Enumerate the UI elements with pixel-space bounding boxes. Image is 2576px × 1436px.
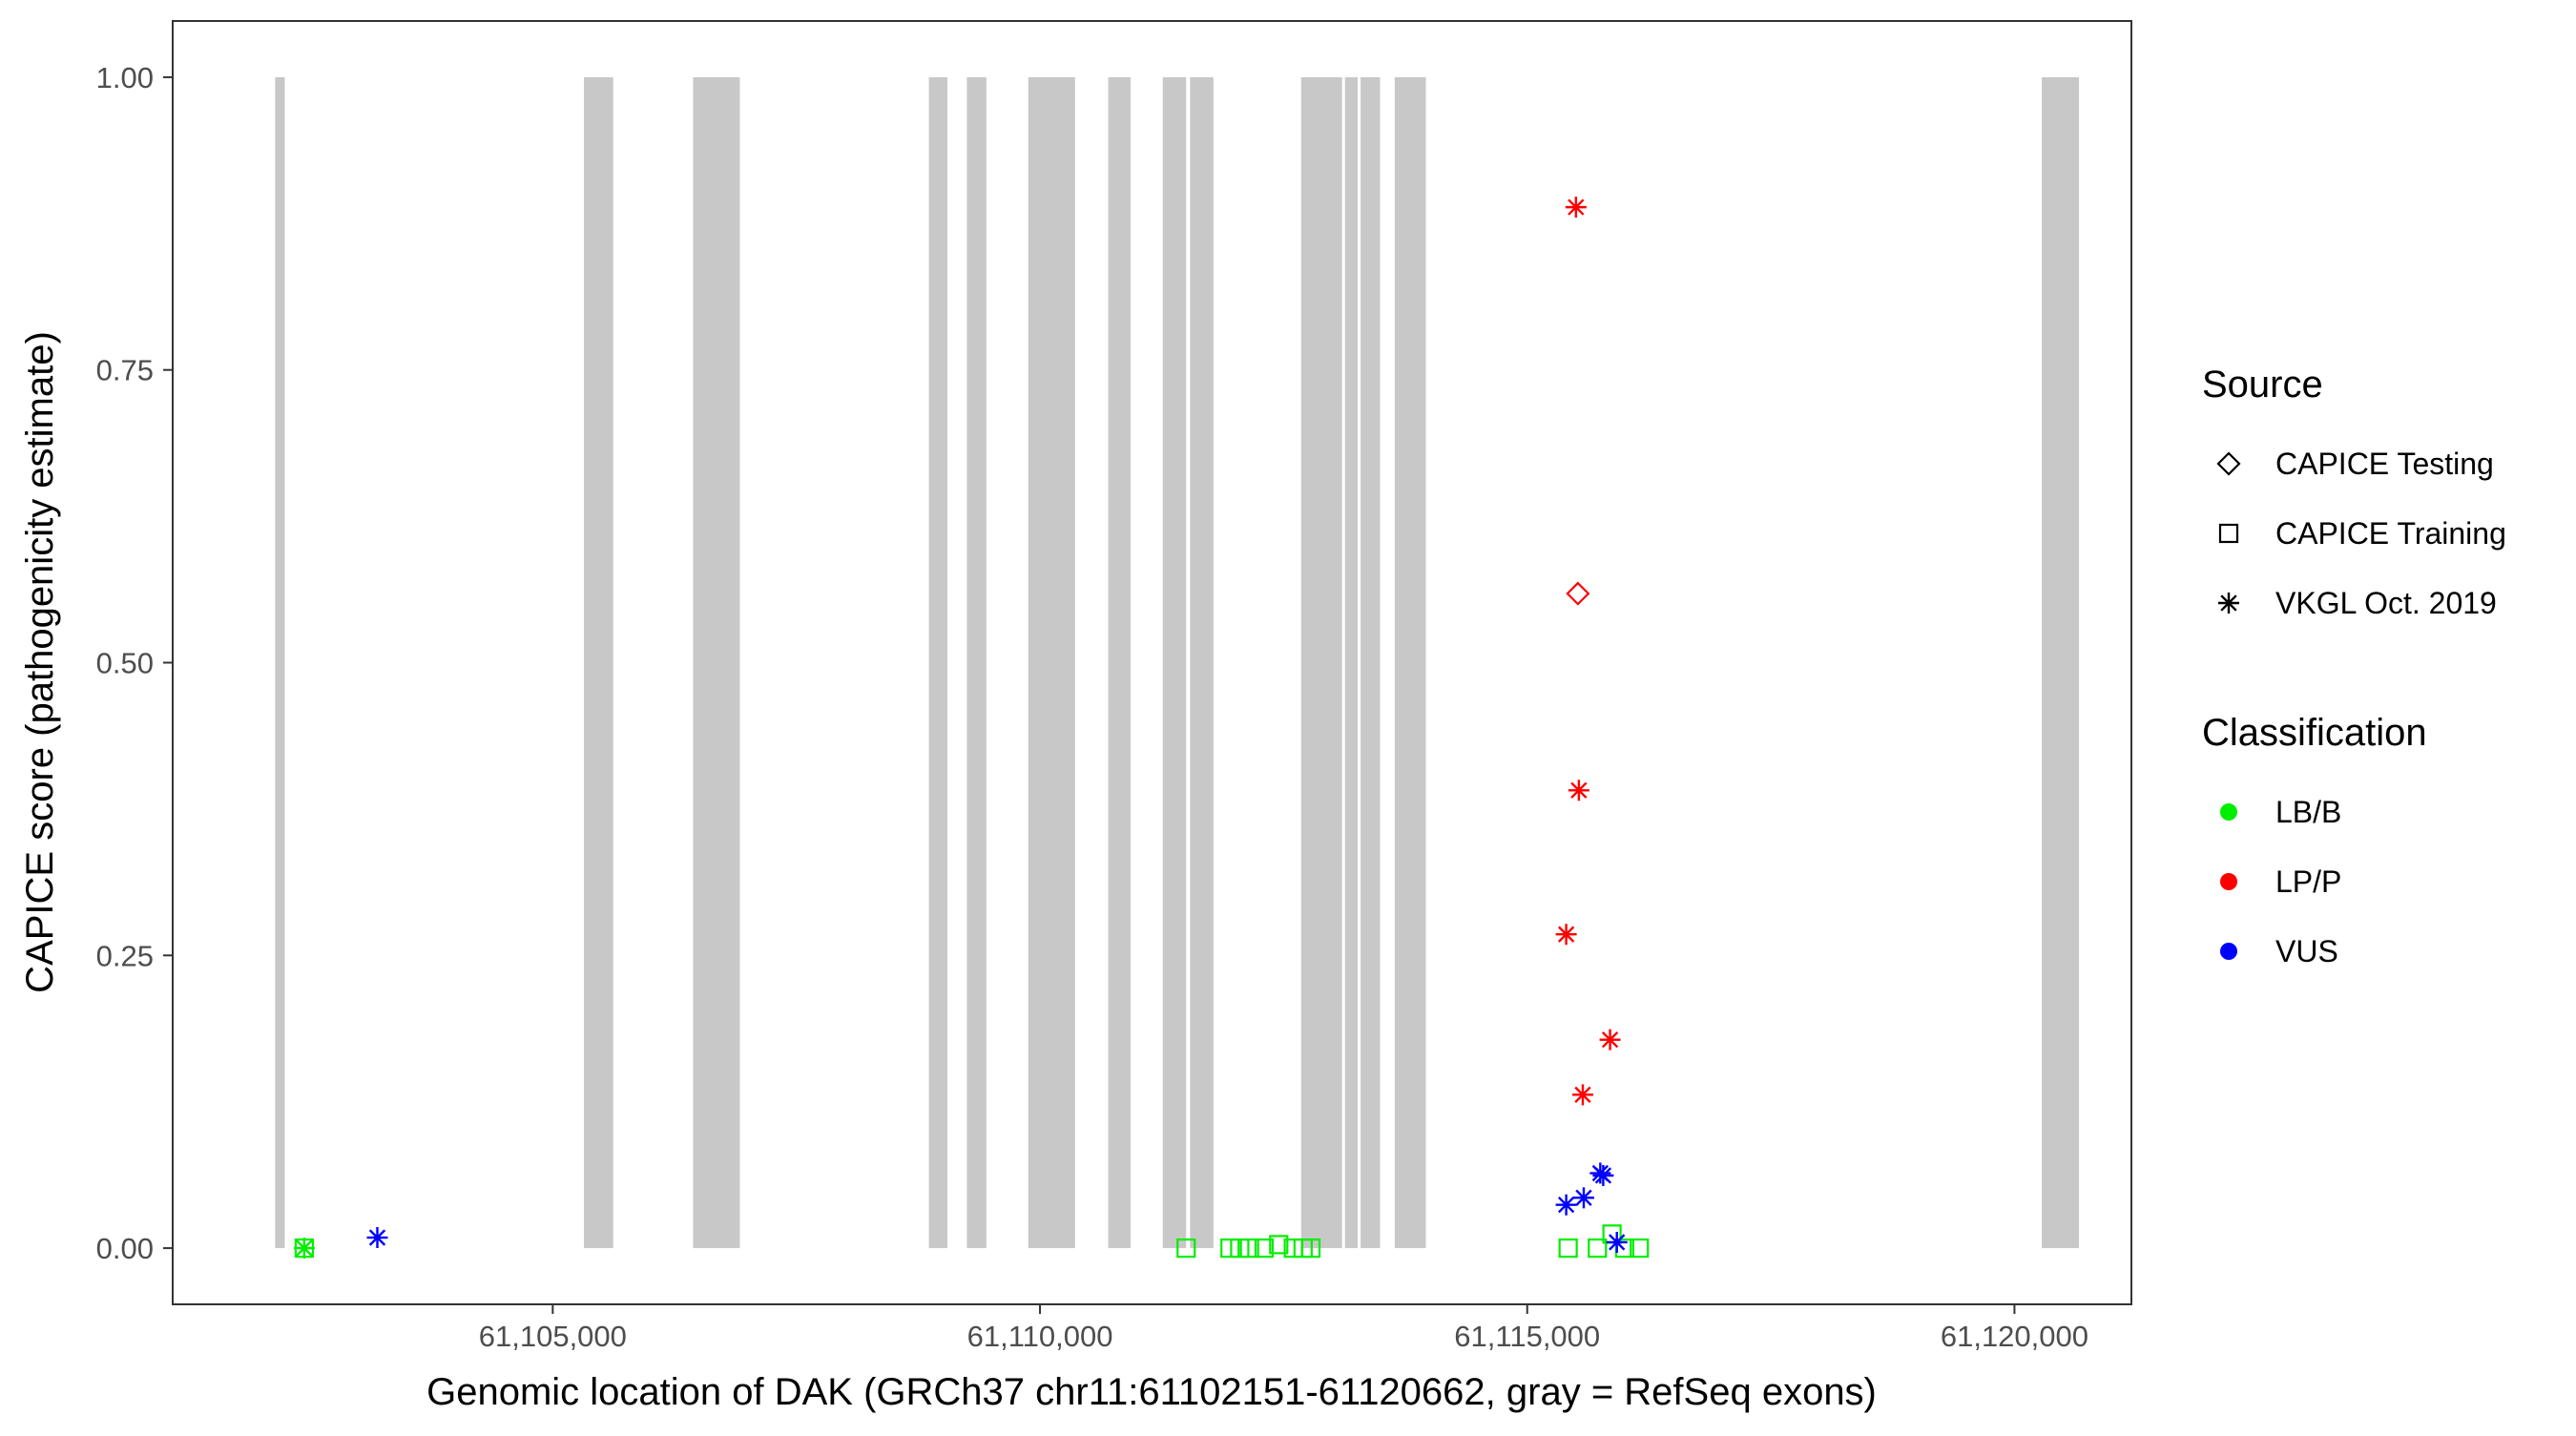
exon-bar: [275, 76, 285, 1249]
data-point: [366, 1227, 388, 1249]
legend-key-dot-icon: [2220, 803, 2237, 821]
data-point: [1230, 1238, 1250, 1259]
exon-bar: [1300, 76, 1342, 1249]
legend-title: Source: [2202, 364, 2323, 406]
legend-item-label: CAPICE Testing: [2275, 447, 2494, 481]
exon-bar: [1162, 76, 1187, 1249]
x-axis-title: Genomic location of DAK (GRCh37 chr11:61…: [426, 1371, 1877, 1413]
legend-item-label: LP/P: [2275, 864, 2341, 899]
legend-key-diamond-icon: [2216, 451, 2241, 476]
data-point: [293, 1238, 315, 1259]
data-point: [1239, 1238, 1259, 1259]
data-point: [1555, 924, 1577, 946]
exon-bar: [1344, 76, 1359, 1249]
legend-key-square-icon: [2218, 523, 2239, 544]
exon-bar: [693, 76, 740, 1249]
plot-frame: [172, 20, 2132, 1305]
x-axis: 61,105,000 61,110,000 61,115,000 61,120,000: [479, 1304, 2088, 1353]
data-point: [1592, 1165, 1614, 1187]
data-point: [1555, 1194, 1577, 1216]
exon-bar: [928, 76, 948, 1249]
data-point: [1599, 1029, 1621, 1051]
legend-source: Source CAPICE Testing CAPICE Training VKGL …: [2202, 364, 2506, 620]
y-tick-label: 0.25: [96, 939, 154, 972]
data-point: [1254, 1238, 1275, 1259]
y-axis: 0.00 0.25 0.50 0.75 1.00: [96, 61, 173, 1265]
x-tick-label: 61,110,000: [967, 1320, 1113, 1353]
exon-bar: [2042, 76, 2080, 1249]
data-point: [1558, 1238, 1578, 1259]
exon-bar: [584, 76, 613, 1249]
legend-item-label: VKGL Oct. 2019: [2275, 586, 2497, 620]
x-tick-label: 61,120,000: [1941, 1320, 2088, 1353]
x-tick-label: 61,105,000: [479, 1320, 627, 1353]
legend-title: Classification: [2202, 712, 2427, 754]
exon-bar: [1108, 76, 1132, 1249]
data-point: [1568, 780, 1589, 801]
data-point: [1269, 1235, 1289, 1255]
y-tick-label: 0.50: [96, 647, 154, 680]
legend-classification: Classification LB/B LP/P VUS: [2202, 712, 2427, 968]
legend-key-dot-icon: [2220, 873, 2237, 890]
y-tick-label: 1.00: [96, 61, 154, 94]
exon-bar: [1394, 76, 1426, 1249]
data-point: [1630, 1238, 1650, 1259]
y-axis-title: CAPICE score (pathogenicity estimate): [19, 331, 61, 993]
points-layer: [293, 197, 1650, 1259]
data-point: [1220, 1238, 1240, 1259]
exon-bar: [1190, 76, 1214, 1249]
legend-key-asterisk-icon: [2218, 593, 2239, 614]
legend-item-label: VUS: [2275, 934, 2338, 968]
y-tick-label: 0.00: [96, 1232, 154, 1265]
exon-bar: [1361, 76, 1381, 1249]
y-tick-label: 0.75: [96, 354, 154, 387]
x-tick-label: 61,115,000: [1454, 1320, 1600, 1353]
data-point: [1606, 1231, 1628, 1253]
data-point: [1565, 197, 1587, 219]
data-point: [1566, 581, 1590, 606]
exon-bar: [1028, 76, 1075, 1249]
legend-item-label: LB/B: [2275, 795, 2341, 829]
data-point: [1300, 1238, 1321, 1259]
legend-item-label: CAPICE Training: [2275, 516, 2506, 551]
data-point: [1571, 1084, 1593, 1106]
data-point: [1588, 1238, 1608, 1259]
data-point: [1176, 1238, 1196, 1259]
legend-key-dot-icon: [2220, 943, 2237, 960]
exon-layer: [275, 76, 2080, 1249]
data-point: [1572, 1187, 1594, 1209]
exon-bar: [966, 76, 987, 1249]
